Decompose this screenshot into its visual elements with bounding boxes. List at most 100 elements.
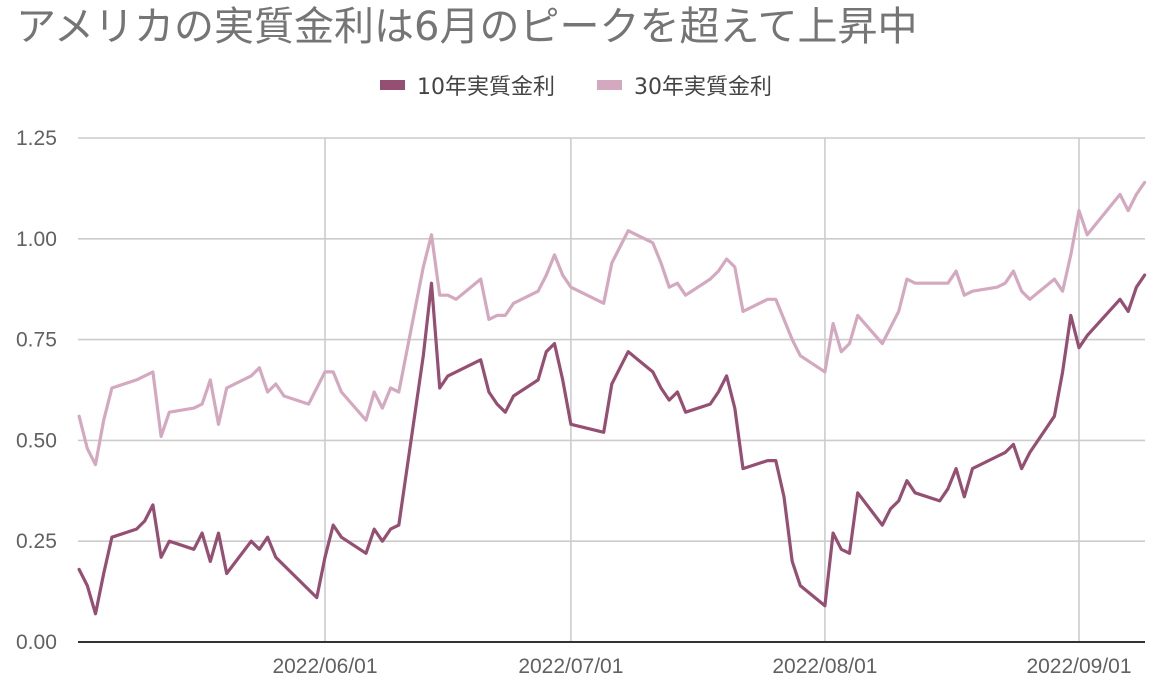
data-point[interactable]	[1069, 314, 1072, 317]
data-point[interactable]	[455, 370, 458, 373]
data-point[interactable]	[209, 560, 212, 563]
data-point[interactable]	[618, 245, 621, 248]
data-point[interactable]	[307, 588, 310, 591]
data-point[interactable]	[1086, 334, 1089, 337]
data-point[interactable]	[512, 302, 515, 305]
data-point[interactable]	[569, 423, 572, 426]
data-point[interactable]	[955, 467, 958, 470]
data-point[interactable]	[135, 528, 138, 531]
data-point[interactable]	[799, 354, 802, 357]
data-point[interactable]	[1118, 193, 1121, 196]
data-point[interactable]	[332, 370, 335, 373]
data-point[interactable]	[717, 390, 720, 393]
data-point[interactable]	[914, 282, 917, 285]
data-point[interactable]	[201, 403, 204, 406]
data-point[interactable]	[381, 407, 384, 410]
data-point[interactable]	[1143, 181, 1146, 184]
data-point[interactable]	[340, 536, 343, 539]
data-point[interactable]	[1077, 346, 1080, 349]
data-point[interactable]	[487, 390, 490, 393]
data-point[interactable]	[799, 584, 802, 587]
data-point[interactable]	[856, 314, 859, 317]
legend-item-30y[interactable]: 30年実質金利	[597, 75, 772, 100]
data-point[interactable]	[250, 540, 253, 543]
data-point[interactable]	[897, 310, 900, 313]
data-point[interactable]	[610, 261, 613, 264]
data-point[interactable]	[1061, 290, 1064, 293]
data-point[interactable]	[1135, 193, 1138, 196]
data-point[interactable]	[684, 411, 687, 414]
data-point[interactable]	[946, 282, 949, 285]
data-point[interactable]	[496, 403, 499, 406]
data-point[interactable]	[651, 241, 654, 244]
data-point[interactable]	[250, 374, 253, 377]
data-point[interactable]	[881, 524, 884, 527]
data-point[interactable]	[995, 286, 998, 289]
data-point[interactable]	[553, 253, 556, 256]
data-point[interactable]	[848, 552, 851, 555]
data-point[interactable]	[823, 370, 826, 373]
data-point[interactable]	[397, 390, 400, 393]
data-point[interactable]	[438, 294, 441, 297]
data-point[interactable]	[545, 350, 548, 353]
data-point[interactable]	[848, 342, 851, 345]
data-point[interactable]	[225, 386, 228, 389]
data-point[interactable]	[774, 459, 777, 462]
data-point[interactable]	[217, 532, 220, 535]
data-point[interactable]	[373, 528, 376, 531]
data-point[interactable]	[627, 229, 630, 232]
legend-item-10y[interactable]: 10年実質金利	[380, 75, 555, 100]
data-point[interactable]	[832, 322, 835, 325]
data-point[interactable]	[102, 572, 105, 575]
data-point[interactable]	[668, 286, 671, 289]
data-point[interactable]	[86, 447, 89, 450]
data-point[interactable]	[110, 536, 113, 539]
data-point[interactable]	[782, 495, 785, 498]
data-point[interactable]	[717, 270, 720, 273]
data-point[interactable]	[282, 394, 285, 397]
data-point[interactable]	[110, 386, 113, 389]
data-point[interactable]	[512, 394, 515, 397]
data-point[interactable]	[192, 407, 195, 410]
data-point[interactable]	[258, 366, 261, 369]
data-point[interactable]	[1127, 209, 1130, 212]
data-point[interactable]	[143, 519, 146, 522]
data-point[interactable]	[94, 463, 97, 466]
data-point[interactable]	[733, 407, 736, 410]
data-point[interactable]	[1004, 282, 1007, 285]
data-point[interactable]	[496, 314, 499, 317]
data-point[interactable]	[135, 378, 138, 381]
data-point[interactable]	[258, 548, 261, 551]
data-point[interactable]	[914, 491, 917, 494]
data-point[interactable]	[192, 548, 195, 551]
data-point[interactable]	[676, 282, 679, 285]
data-point[interactable]	[791, 560, 794, 563]
data-point[interactable]	[905, 278, 908, 281]
data-point[interactable]	[561, 274, 564, 277]
data-point[interactable]	[266, 536, 269, 539]
data-point[interactable]	[602, 431, 605, 434]
data-point[interactable]	[897, 499, 900, 502]
data-point[interactable]	[1061, 370, 1064, 373]
data-point[interactable]	[561, 378, 564, 381]
data-point[interactable]	[725, 374, 728, 377]
data-point[interactable]	[1012, 443, 1015, 446]
data-point[interactable]	[725, 257, 728, 260]
data-point[interactable]	[438, 386, 441, 389]
data-point[interactable]	[955, 270, 958, 273]
data-point[interactable]	[332, 524, 335, 527]
data-point[interactable]	[446, 374, 449, 377]
data-point[interactable]	[1127, 310, 1130, 313]
data-point[interactable]	[889, 507, 892, 510]
data-point[interactable]	[446, 294, 449, 297]
data-point[interactable]	[94, 612, 97, 615]
data-point[interactable]	[553, 342, 556, 345]
data-point[interactable]	[545, 274, 548, 277]
data-point[interactable]	[381, 540, 384, 543]
data-point[interactable]	[323, 370, 326, 373]
data-point[interactable]	[709, 278, 712, 281]
data-point[interactable]	[315, 596, 318, 599]
data-point[interactable]	[938, 499, 941, 502]
data-point[interactable]	[938, 282, 941, 285]
data-point[interactable]	[274, 556, 277, 559]
